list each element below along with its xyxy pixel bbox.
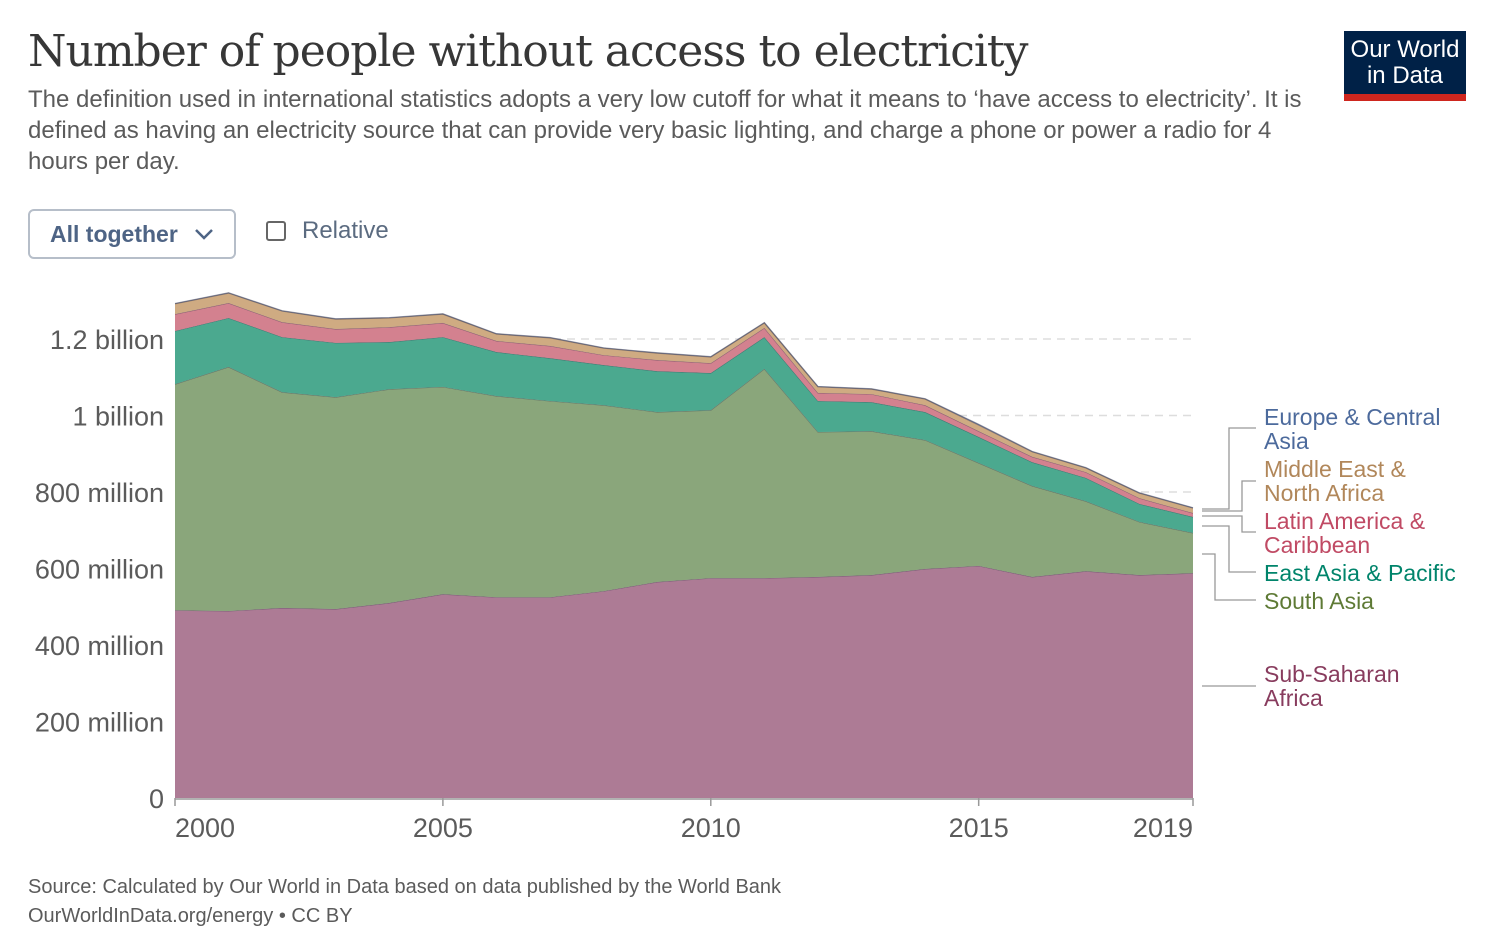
legend-label-line: Africa [1264,685,1323,711]
stacked-area-chart: 0 200 million 400 million 600 million 800 mi… [35,292,1256,843]
source-note: Source: Calculated by Our World in Data … [28,876,782,898]
x-axis: 2000 2005 2010 2015 2019 [174,798,1194,843]
relative-toggle[interactable]: Relative [266,217,389,245]
y-tick-label: 1 billion [72,402,164,432]
leader-line-latam [1202,515,1256,533]
x-tick-label: 2019 [1133,813,1193,843]
y-tick-label: 1.2 billion [50,325,164,355]
leader-line-east-asia [1202,525,1256,573]
legend-label-line: South Asia [1264,588,1374,614]
legend-label-line: Europe & Central [1264,404,1441,430]
legend-label-line: Caribbean [1264,532,1371,558]
legend-label-line: North Africa [1264,480,1385,506]
leader-line-south-asia [1202,553,1256,601]
logo-line-2: in Data [1366,62,1444,89]
leader-line-mena [1202,480,1256,512]
x-tick-label: 2010 [681,813,741,843]
footer: Source: Calculated by Our World in Data … [28,873,781,931]
area-latin-america-caribbean[interactable] [175,303,1193,517]
logo-line-1: Our World [1350,36,1460,63]
area-east-asia-pacific[interactable] [175,317,1193,533]
y-axis: 0 200 million 400 million 600 million 800 mi… [35,325,164,814]
relative-label: Relative [302,217,389,244]
y-tick-label: 200 million [35,708,164,738]
owid-logo[interactable]: Our World in Data [1344,31,1466,101]
legend-item-east-asia-pacific[interactable]: East Asia & Pacific [1264,561,1456,585]
leader-line-europe [1202,427,1256,510]
x-tick-label: 2000 [175,813,235,843]
area-sub-saharan-africa[interactable] [175,565,1193,798]
x-tick-label: 2015 [949,813,1009,843]
y-tick-label: 600 million [35,555,164,585]
relative-checkbox[interactable] [266,221,286,241]
legend-item-middle-east-north-africa[interactable]: Middle East & North Africa [1264,457,1406,505]
legend-label-line: East Asia & Pacific [1264,560,1456,586]
dropdown-label: All together [50,220,178,247]
y-tick-label: 400 million [35,631,164,661]
legend-leader-lines [1202,427,1256,687]
chevron-down-icon [194,229,213,240]
legend-item-sub-saharan-africa[interactable]: Sub-Saharan Africa [1264,662,1400,710]
area-edge [174,292,1194,509]
area-middle-east-north-africa[interactable] [175,293,1193,514]
area-series [174,292,1194,798]
legend-label-line: Asia [1264,428,1309,454]
x-tick-label: 2005 [413,813,473,843]
credit-link[interactable]: OurWorldInData.org/energy • CC BY [28,905,353,927]
legend-label-line: Latin America & [1264,508,1426,534]
legend-label-line: Sub-Saharan [1264,661,1400,687]
legend-item-europe-central-asia[interactable]: Europe & Central Asia [1264,405,1440,453]
legend-item-latin-america-caribbean[interactable]: Latin America & Caribbean [1264,509,1425,557]
y-tick-label: 0 [149,784,164,814]
chart-title: Number of people without access to elect… [28,26,1028,77]
legend-item-south-asia[interactable]: South Asia [1264,589,1374,613]
stacking-mode-dropdown[interactable]: All together [28,209,236,259]
chart-subtitle: The definition used in international sta… [28,86,1302,175]
area-south-asia[interactable] [175,366,1193,611]
legend-label-line: Middle East & [1264,456,1406,482]
y-tick-label: 800 million [35,478,164,508]
